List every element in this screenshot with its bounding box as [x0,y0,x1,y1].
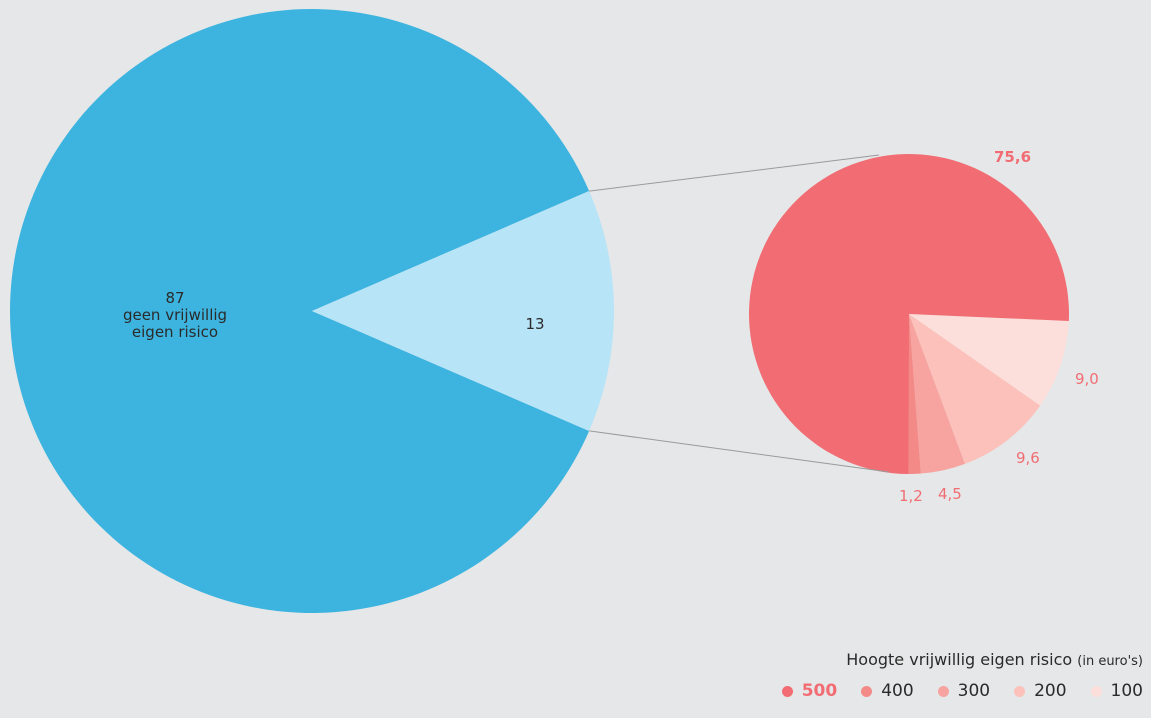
small-pie-label-200: 9,6 [1016,449,1040,467]
legend-dot-200 [1014,685,1026,697]
big-pie-value-87: 87 [165,289,185,307]
legend-dot-300 [937,685,949,697]
legend-dot-500 [781,685,793,697]
legend-dot-400 [861,685,873,697]
legend-item-300: 300 [937,681,990,701]
legend: Hoogte vrijwillig eigen risico (in euro'… [713,650,1143,701]
big-pie-label-13: 13 [525,315,545,333]
connector-line-bottom [589,430,890,473]
small-pie-slice-300 [909,314,965,474]
connector-line-top [589,154,880,192]
small-pie-label-300: 4,5 [938,485,962,503]
big-pie-category-87: geen vrijwillig eigen risico [122,306,228,341]
big-pie-slice-13 [312,191,614,431]
big-pie-slice-87 [9,8,590,613]
legend-item-400: 400 [861,681,914,701]
big-pie-label-87: 87 geen vrijwillig eigen risico [75,290,275,341]
small-pie-slice-200 [909,314,1041,464]
legend-item-500: 500 [781,681,837,701]
small-pie-slice-400 [908,314,921,475]
small-pie-label-400: 1,2 [899,487,923,505]
small-pie-label-100: 9,0 [1075,370,1099,388]
legend-items: 500 400 300 200 100 [713,681,1143,701]
small-pie-label-500: 75,6 [994,148,1032,166]
legend-item-100: 100 [1090,681,1143,701]
small-pie-slice-100 [909,314,1069,406]
legend-dot-100 [1090,685,1102,697]
legend-title: Hoogte vrijwillig eigen risico (in euro'… [846,650,1143,669]
small-pie-slice-500 [749,154,1070,474]
legend-item-200: 200 [1014,681,1067,701]
